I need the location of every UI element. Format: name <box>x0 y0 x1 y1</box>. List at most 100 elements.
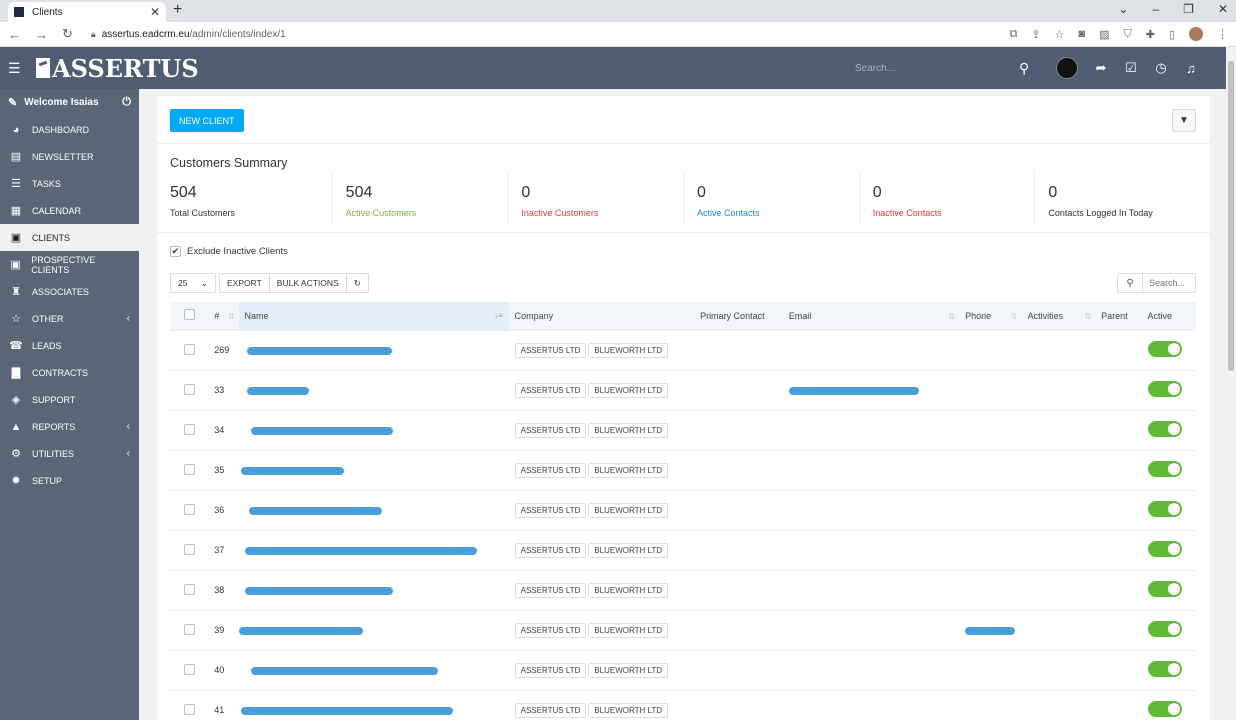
company-tag[interactable]: BLUEWORTH LTD <box>588 542 669 558</box>
share-arrow-icon[interactable]: ➦ <box>1095 60 1107 75</box>
sidebar-item-tasks[interactable]: ☰ TASKS <box>0 170 139 197</box>
logout-power-icon[interactable]: ⏻ <box>122 96 131 108</box>
table-search-icon[interactable]: ⚲ <box>1117 273 1143 293</box>
tab-search-icon[interactable]: ⌄ <box>1118 2 1129 16</box>
select-all-checkbox[interactable] <box>183 309 195 321</box>
sidebar-item-setup[interactable]: ✹ SETUP <box>0 467 139 494</box>
shield-extension-icon[interactable]: ⛉ <box>1123 27 1132 40</box>
row-name[interactable] <box>238 369 509 410</box>
col-primary-contact[interactable]: Primary Contact <box>694 302 783 330</box>
row-name[interactable] <box>238 569 509 610</box>
sidebar-item-prospective-clients[interactable]: ▣ PROSPECTIVE CLIENTS <box>0 251 139 278</box>
row-name[interactable] <box>238 409 509 450</box>
page-size-select[interactable]: 25 ⌄ <box>170 273 216 293</box>
active-toggle[interactable] <box>1147 341 1182 357</box>
active-toggle[interactable] <box>1147 661 1182 677</box>
bulk-actions-button[interactable]: BULK ACTIONS <box>269 273 347 293</box>
browser-tab[interactable]: Clients ✕ <box>8 2 166 22</box>
export-button[interactable]: EXPORT <box>219 273 270 293</box>
company-tag[interactable]: BLUEWORTH LTD <box>588 622 669 638</box>
table-row[interactable]: 269 ASSERTUS LTD BLUEWORTH LTD <box>170 329 1196 370</box>
new-tab-icon[interactable]: + <box>173 1 183 18</box>
col-id[interactable]: # ⇅ <box>208 302 239 330</box>
col-company[interactable]: Company <box>508 302 695 330</box>
sidebar-item-contracts[interactable]: ▇ CONTRACTS <box>0 359 139 386</box>
col-parent[interactable]: Parent <box>1095 302 1142 330</box>
window-close-icon[interactable]: ✕ <box>1217 2 1228 16</box>
extensions-puzzle-icon[interactable]: ✚ <box>1145 28 1155 41</box>
table-row[interactable]: 41 ASSERTUS LTD BLUEWORTH LTD <box>170 689 1196 720</box>
company-tag[interactable]: BLUEWORTH LTD <box>588 422 669 438</box>
back-icon[interactable]: ← <box>8 26 21 42</box>
table-row[interactable]: 33 ASSERTUS LTD BLUEWORTH LTD <box>170 369 1196 410</box>
minimize-icon[interactable]: – <box>1152 2 1160 16</box>
active-toggle[interactable] <box>1147 541 1182 557</box>
row-name[interactable] <box>238 329 509 370</box>
sidebar-item-associates[interactable]: ♜ ASSOCIATES <box>0 278 139 305</box>
filter-button[interactable]: ▼ <box>1172 109 1196 132</box>
header-search-input[interactable] <box>855 63 1005 74</box>
active-toggle[interactable] <box>1147 621 1182 637</box>
new-client-button[interactable]: NEW CLIENT <box>170 109 244 132</box>
row-name[interactable] <box>238 489 509 530</box>
company-tag[interactable]: BLUEWORTH LTD <box>588 382 669 398</box>
row-name[interactable] <box>238 649 509 690</box>
sidebar-item-calendar[interactable]: ▦ CALENDAR <box>0 197 139 224</box>
company-tag[interactable]: BLUEWORTH LTD <box>588 662 669 678</box>
profile-avatar[interactable] <box>1189 27 1203 41</box>
table-row[interactable]: 36 ASSERTUS LTD BLUEWORTH LTD <box>170 489 1196 530</box>
active-toggle[interactable] <box>1147 581 1182 597</box>
company-tag[interactable]: ASSERTUS LTD <box>514 382 587 398</box>
company-tag[interactable]: ASSERTUS LTD <box>514 342 587 358</box>
row-checkbox[interactable] <box>183 583 195 595</box>
active-toggle[interactable] <box>1147 381 1182 397</box>
share-icon[interactable]: ⇪ <box>1031 28 1041 41</box>
table-row[interactable]: 39 ASSERTUS LTD BLUEWORTH LTD <box>170 609 1196 650</box>
row-checkbox[interactable] <box>183 383 195 395</box>
checklist-icon[interactable]: ☑ <box>1125 60 1137 75</box>
col-active[interactable]: Active <box>1141 302 1196 330</box>
row-checkbox[interactable] <box>183 623 195 635</box>
browser-menu-icon[interactable]: ⋮ <box>1217 28 1228 41</box>
row-name[interactable] <box>238 609 509 650</box>
app-logo[interactable]: ASSERTUS <box>36 54 199 83</box>
row-checkbox[interactable] <box>183 423 195 435</box>
scrollbar-thumb[interactable] <box>1228 61 1234 371</box>
company-tag[interactable]: ASSERTUS LTD <box>514 422 587 438</box>
camera-icon[interactable]: ◙ <box>1078 28 1086 40</box>
company-tag[interactable]: ASSERTUS LTD <box>514 462 587 478</box>
company-tag[interactable]: ASSERTUS LTD <box>514 622 587 638</box>
company-tag[interactable]: BLUEWORTH LTD <box>588 582 669 598</box>
row-checkbox[interactable] <box>183 703 195 715</box>
clock-icon[interactable]: ◷ <box>1155 60 1167 75</box>
table-row[interactable]: 40 ASSERTUS LTD BLUEWORTH LTD <box>170 649 1196 690</box>
col-name[interactable]: Name ↓≡ <box>238 302 509 330</box>
bell-icon[interactable]: ♫ <box>1186 60 1196 76</box>
col-email[interactable]: Email ⇅ <box>782 302 960 330</box>
sidebar-item-support[interactable]: ◈ SUPPORT <box>0 386 139 413</box>
forward-icon[interactable]: → <box>35 26 48 42</box>
reload-table-button[interactable]: ↻ <box>346 273 369 293</box>
active-toggle[interactable] <box>1147 421 1182 437</box>
active-toggle[interactable] <box>1147 461 1182 477</box>
table-row[interactable]: 37 ASSERTUS LTD BLUEWORTH LTD <box>170 529 1196 570</box>
user-avatar[interactable] <box>1056 57 1078 79</box>
sidebar-item-clients[interactable]: ▣ CLIENTS <box>0 224 139 251</box>
bookmark-star-icon[interactable]: ☆ <box>1054 28 1065 41</box>
col-activities[interactable]: Activities ⇅ <box>1021 302 1096 330</box>
table-row[interactable]: 38 ASSERTUS LTD BLUEWORTH LTD <box>170 569 1196 610</box>
table-row[interactable]: 34 ASSERTUS LTD BLUEWORTH LTD <box>170 409 1196 450</box>
hamburger-menu-icon[interactable]: ☰ <box>8 59 21 76</box>
active-toggle[interactable] <box>1147 501 1182 517</box>
company-tag[interactable]: BLUEWORTH LTD <box>588 502 669 518</box>
exclude-inactive-checkbox[interactable]: ✔ <box>170 246 181 257</box>
table-search-input[interactable] <box>1143 273 1196 293</box>
row-checkbox[interactable] <box>183 543 195 555</box>
col-phone[interactable]: Phone ⇅ <box>959 302 1022 330</box>
row-checkbox[interactable] <box>183 503 195 515</box>
row-checkbox[interactable] <box>183 663 195 675</box>
open-external-icon[interactable]: ⧉ <box>1009 27 1018 40</box>
row-name[interactable] <box>238 689 509 720</box>
restore-icon[interactable]: ❐ <box>1183 2 1194 16</box>
company-tag[interactable]: ASSERTUS LTD <box>514 582 587 598</box>
